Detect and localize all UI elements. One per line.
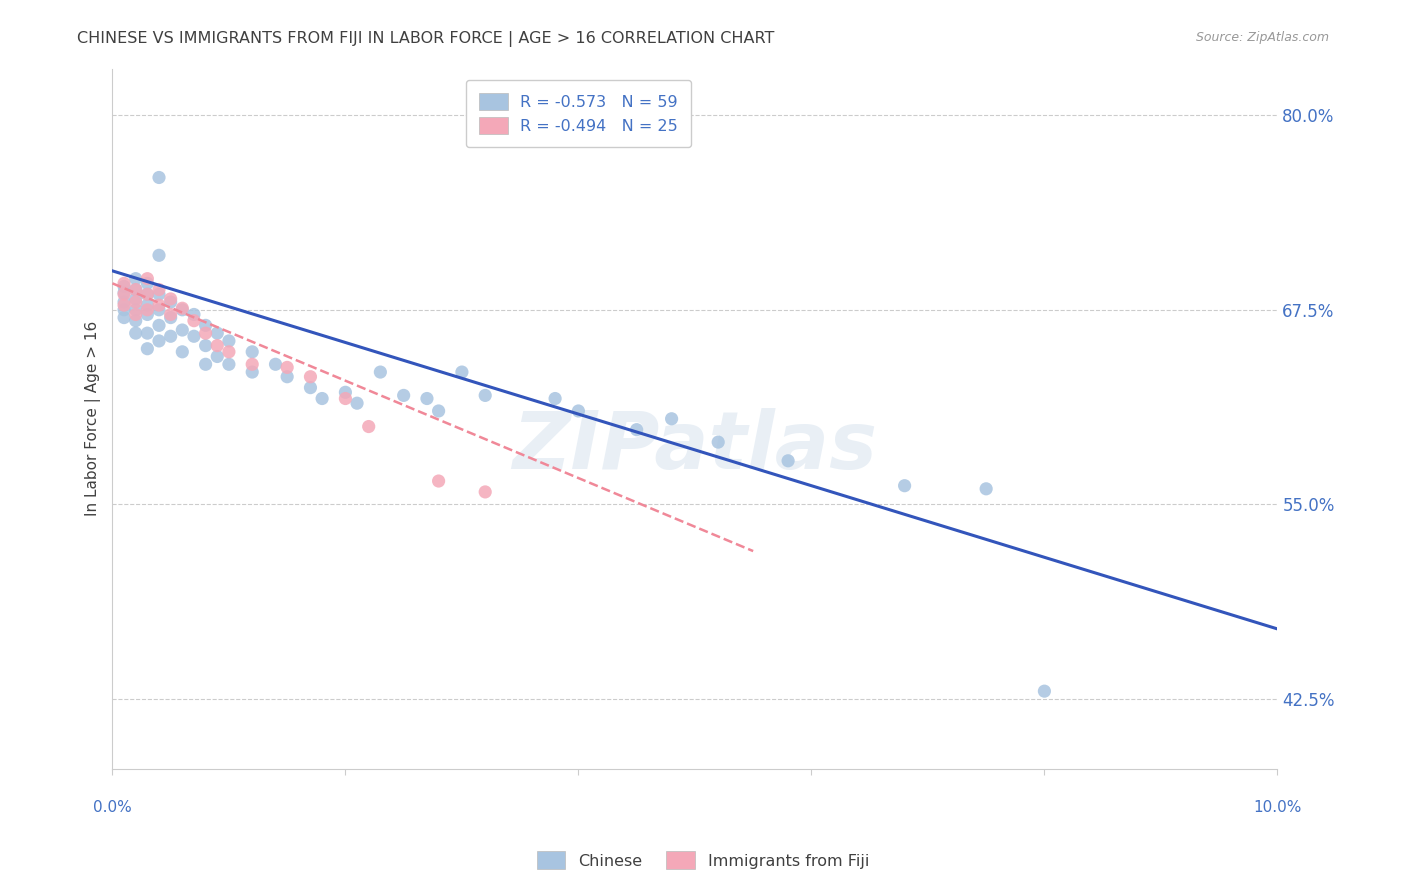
Point: [148, 334, 170, 348]
Point: [136, 326, 159, 340]
Point: [474, 388, 496, 402]
Point: [125, 314, 148, 328]
Point: [240, 357, 263, 371]
Point: [194, 357, 217, 371]
Point: [172, 323, 194, 337]
Point: [172, 302, 194, 317]
Point: [136, 271, 159, 285]
Point: [218, 334, 240, 348]
Point: [311, 392, 333, 406]
Point: [207, 326, 229, 340]
Point: [112, 298, 135, 312]
Point: [136, 298, 159, 312]
Point: [346, 396, 368, 410]
Point: [159, 295, 181, 310]
Text: ZIPatlas: ZIPatlas: [512, 408, 877, 486]
Point: [183, 308, 205, 322]
Point: [172, 301, 194, 316]
Point: [335, 392, 357, 406]
Point: [112, 302, 135, 317]
Point: [125, 292, 148, 306]
Point: [159, 308, 181, 322]
Point: [416, 392, 439, 406]
Point: [112, 310, 135, 325]
Point: [276, 360, 298, 375]
Point: [148, 287, 170, 301]
Point: [1033, 684, 1056, 698]
Point: [125, 308, 148, 322]
Point: [148, 298, 170, 312]
Point: [148, 248, 170, 262]
Point: [148, 170, 170, 185]
Point: [194, 318, 217, 333]
Point: [112, 295, 135, 310]
Point: [276, 369, 298, 384]
Point: [661, 411, 683, 425]
Point: [183, 314, 205, 328]
Point: [218, 344, 240, 359]
Point: [707, 435, 730, 450]
Point: [112, 287, 135, 301]
Point: [112, 277, 135, 291]
Point: [427, 474, 450, 488]
Legend: Chinese, Immigrants from Fiji: Chinese, Immigrants from Fiji: [529, 844, 877, 877]
Point: [159, 329, 181, 343]
Point: [218, 357, 240, 371]
Point: [136, 287, 159, 301]
Text: CHINESE VS IMMIGRANTS FROM FIJI IN LABOR FORCE | AGE > 16 CORRELATION CHART: CHINESE VS IMMIGRANTS FROM FIJI IN LABOR…: [77, 31, 775, 47]
Point: [427, 404, 450, 418]
Point: [299, 369, 322, 384]
Legend: R = -0.573   N = 59, R = -0.494   N = 25: R = -0.573 N = 59, R = -0.494 N = 25: [465, 80, 690, 147]
Point: [112, 285, 135, 300]
Point: [451, 365, 474, 379]
Point: [194, 326, 217, 340]
Point: [136, 308, 159, 322]
Text: 0.0%: 0.0%: [93, 799, 132, 814]
Point: [125, 271, 148, 285]
Point: [159, 292, 181, 306]
Point: [136, 302, 159, 317]
Point: [125, 302, 148, 317]
Text: Source: ZipAtlas.com: Source: ZipAtlas.com: [1195, 31, 1329, 45]
Point: [974, 482, 997, 496]
Point: [626, 423, 648, 437]
Point: [136, 277, 159, 291]
Point: [207, 338, 229, 352]
Point: [159, 310, 181, 325]
Point: [240, 365, 263, 379]
Point: [392, 388, 415, 402]
Point: [148, 318, 170, 333]
Point: [136, 342, 159, 356]
Point: [136, 287, 159, 301]
Point: [567, 404, 589, 418]
Point: [125, 283, 148, 297]
Point: [544, 392, 567, 406]
Point: [370, 365, 392, 379]
Point: [299, 381, 322, 395]
Point: [240, 344, 263, 359]
Point: [264, 357, 287, 371]
Point: [125, 326, 148, 340]
Point: [148, 283, 170, 297]
Point: [335, 385, 357, 400]
Point: [148, 302, 170, 317]
Point: [125, 295, 148, 310]
Point: [194, 338, 217, 352]
Text: 10.0%: 10.0%: [1253, 799, 1302, 814]
Point: [172, 344, 194, 359]
Y-axis label: In Labor Force | Age > 16: In Labor Force | Age > 16: [86, 321, 101, 516]
Point: [474, 484, 496, 499]
Point: [125, 283, 148, 297]
Point: [183, 329, 205, 343]
Point: [893, 479, 915, 493]
Point: [357, 419, 380, 434]
Point: [207, 350, 229, 364]
Point: [112, 279, 135, 293]
Point: [778, 454, 800, 468]
